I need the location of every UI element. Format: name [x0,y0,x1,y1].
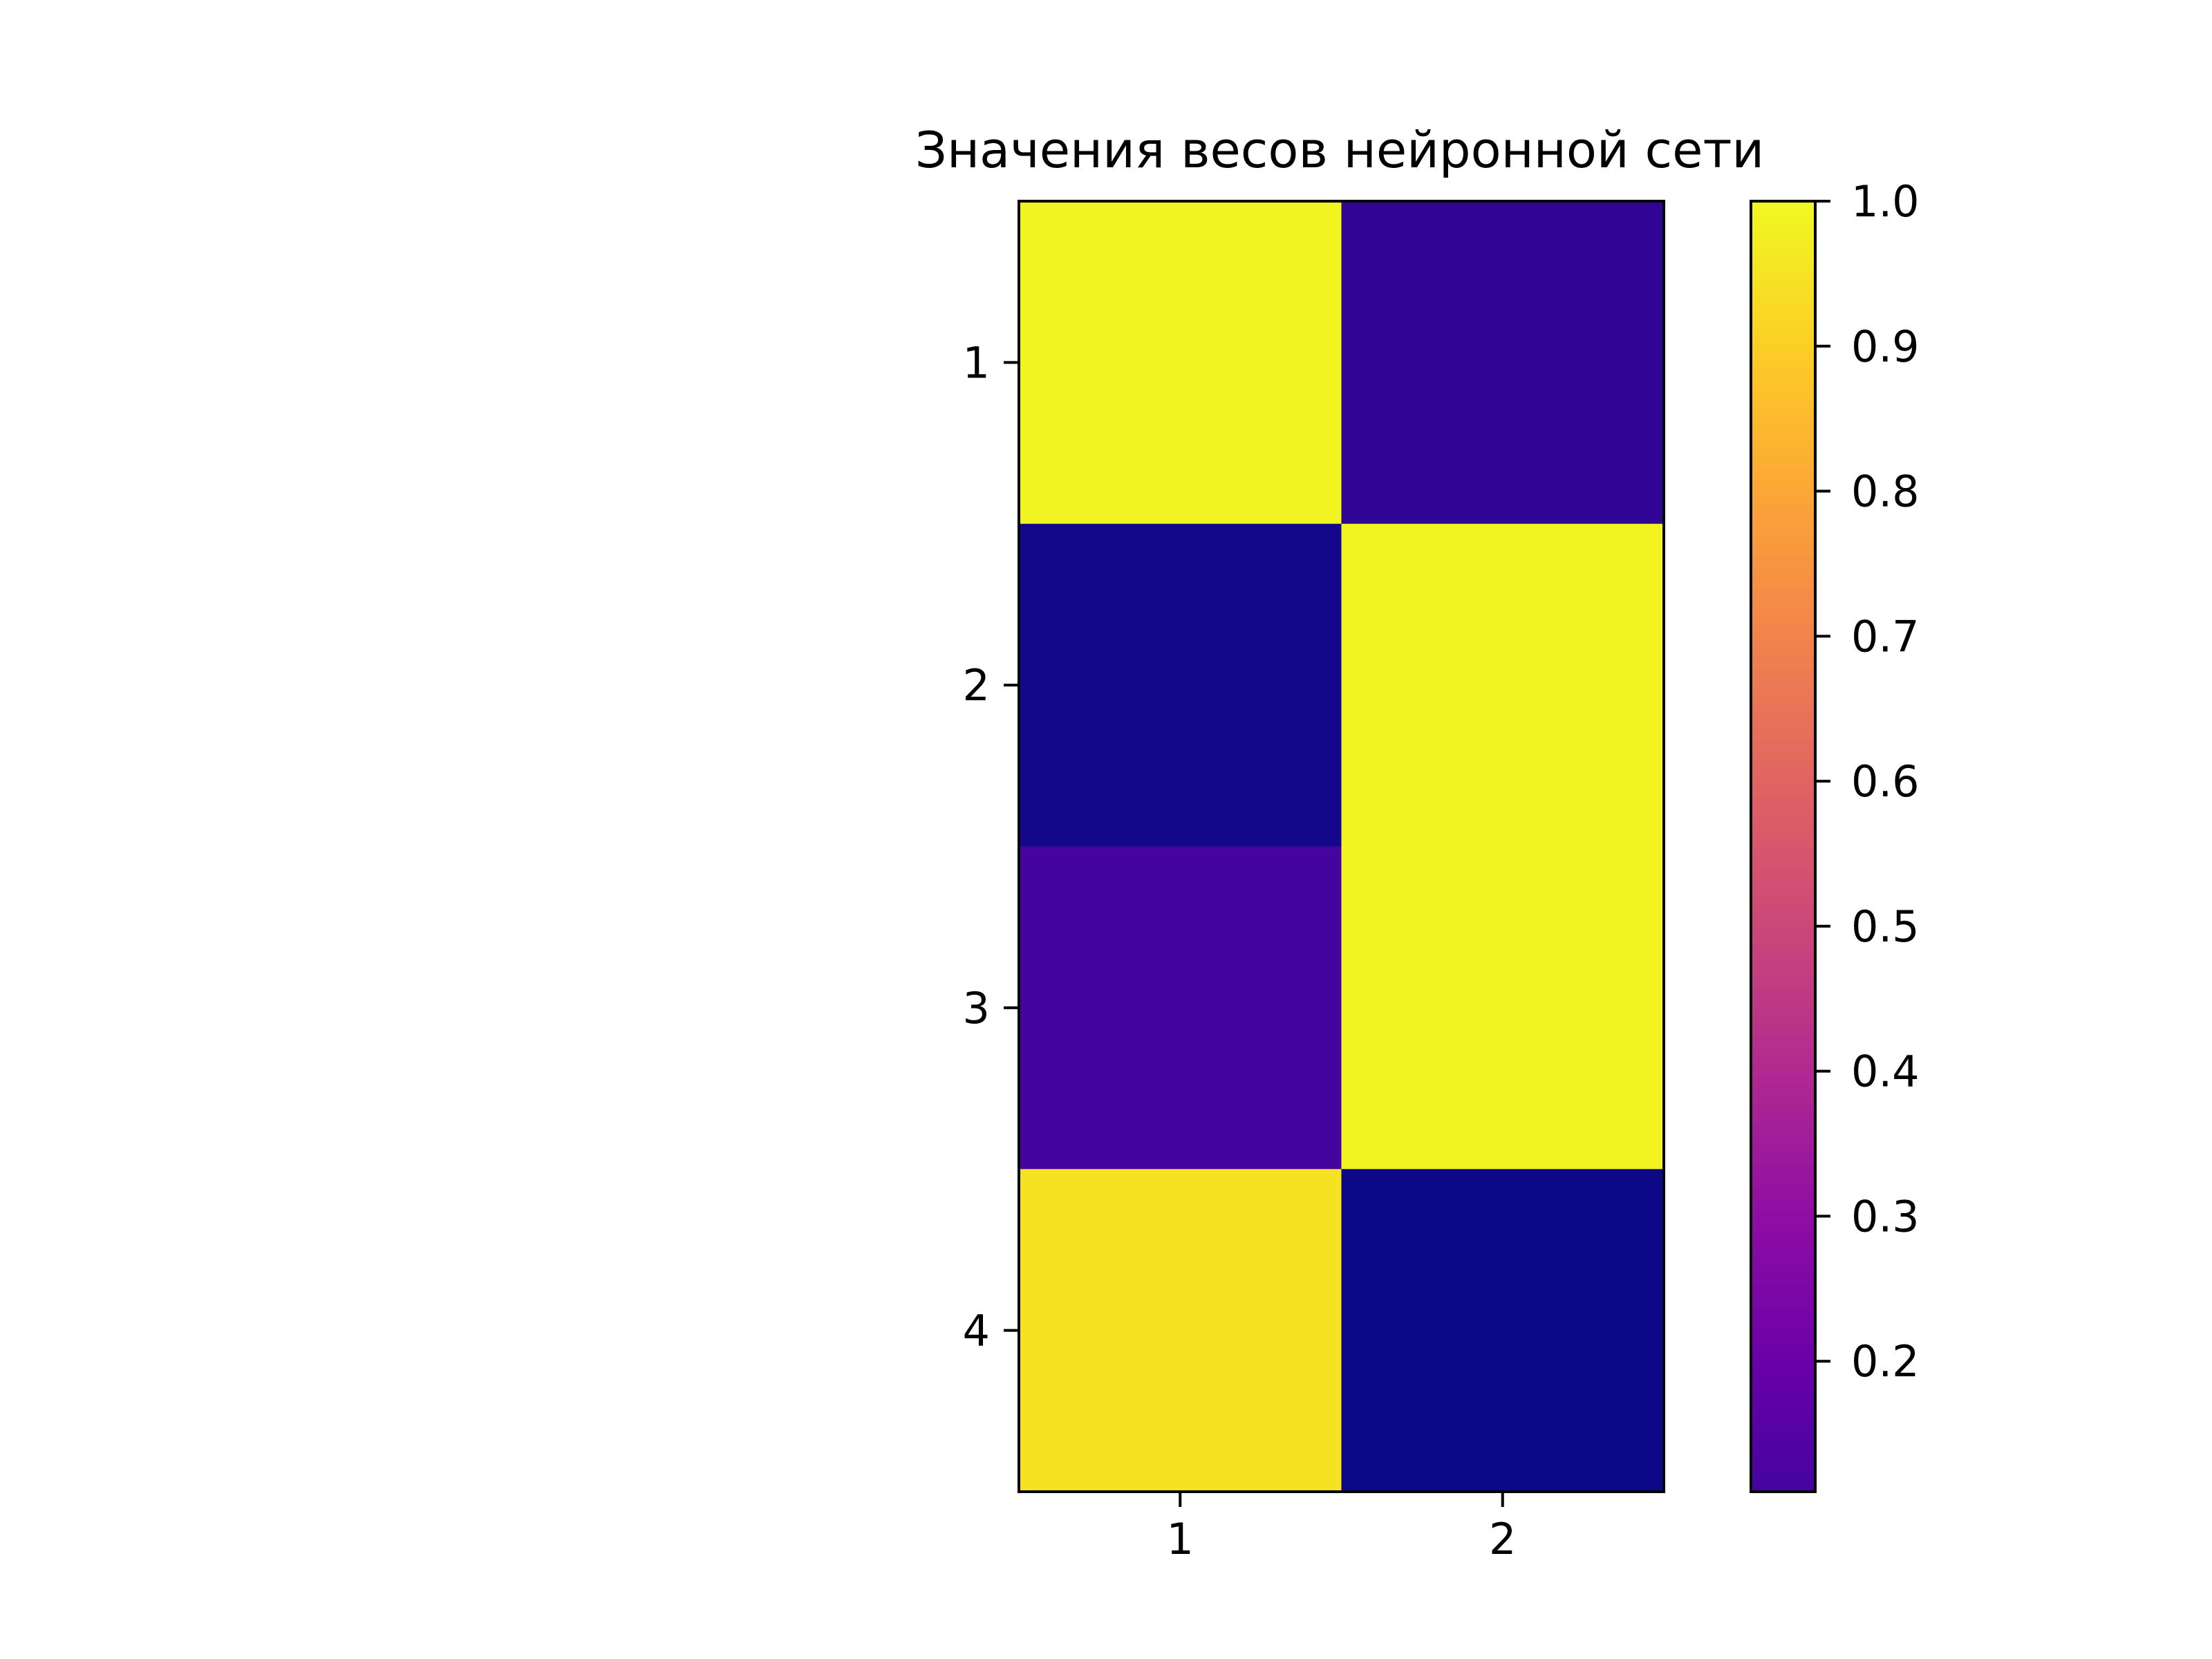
heatmap-cell [1341,846,1665,1170]
colorbar-tick-label: 0.3 [1851,1191,1920,1241]
colorbar-frame [1750,200,1817,1493]
heatmap-cell [1341,201,1665,525]
colorbar [1751,201,1815,1492]
y-tick-label: 3 [963,983,990,1033]
x-tick-label: 2 [1489,1514,1516,1564]
heatmap-cell [1019,1169,1342,1492]
heatmap-cell [1019,201,1342,525]
y-tick-label: 1 [963,337,990,388]
colorbar-tick-label: 0.9 [1851,321,1920,372]
y-axis-ticks: 1 2 3 4 [963,337,1019,1356]
heatmap-cell [1019,846,1342,1170]
colorbar-tick-label: 0.6 [1851,756,1920,807]
heatmap-cell [1341,523,1665,847]
colorbar-tick-label: 0.8 [1851,467,1920,517]
y-tick-label: 2 [963,660,990,711]
heatmap-cells [1019,201,1665,1492]
heatmap-cell [1341,1169,1665,1492]
colorbar-tick-label: 0.4 [1851,1047,1920,1097]
y-tick-label: 4 [963,1306,990,1356]
heatmap-frame [1018,200,1665,1493]
chart-title: Значения весов нейронной сети [915,121,1764,179]
colorbar-tick-label: 0.2 [1851,1336,1920,1387]
colorbar-ticks: 0.2 0.3 0.4 0.5 0.6 0.7 0.8 0.9 1.0 [1815,176,1920,1387]
colorbar-tick-label: 0.7 [1851,611,1920,662]
x-tick-label: 1 [1167,1514,1194,1564]
colorbar-tick-label: 0.5 [1851,901,1920,952]
colorbar-tick-label: 1.0 [1851,176,1920,227]
heatmap-cell [1019,523,1342,847]
